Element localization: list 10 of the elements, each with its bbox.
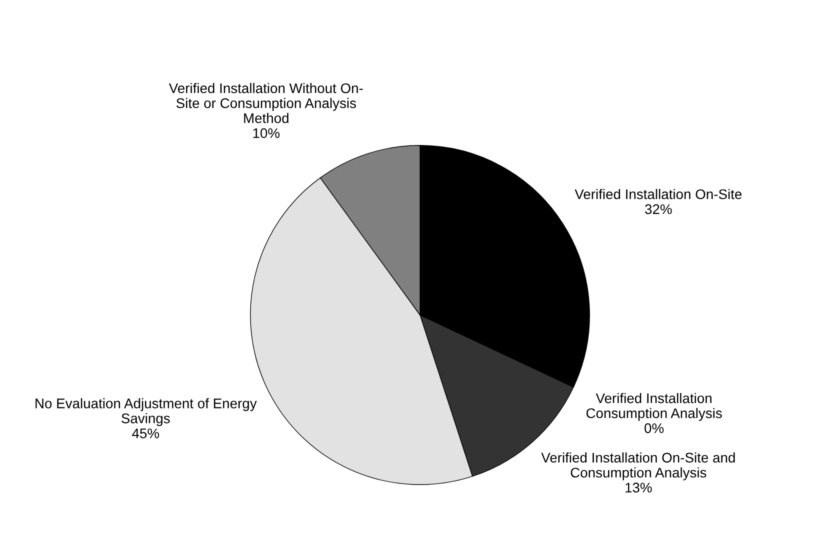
data-label: 10% [253,128,280,138]
data-label: 13% [626,482,652,493]
data-label: 45% [132,428,160,438]
data-label: 32% [645,204,672,214]
slice-label: No Evaluation Adjustment of Energy Savings [36,398,257,426]
slice-label: Verified Installation Without On-Site or Consumption Analysis Method [168,82,363,124]
category-label: Verified Installation Consumption Analysis [586,392,722,421]
text: 0% [644,423,664,434]
slice-label: Verified Installation On-Site [574,188,742,200]
slice-label: Verified Installation On-Site and Consumption Analysis [541,452,735,480]
